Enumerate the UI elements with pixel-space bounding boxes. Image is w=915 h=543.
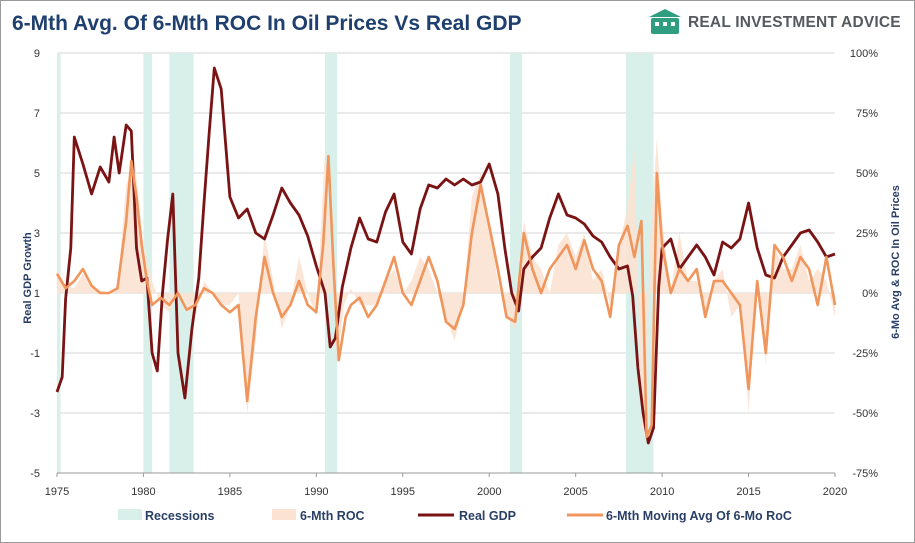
legend-label: 6-Mth Moving Avg Of 6-Mo RoC [606,509,792,523]
axes: 9 7 5 3 1 -1 -3 -5 100% 75% 50% 25% 0% -25% -50% -75% 19… [22,48,902,498]
y2-tick-label: 25% [856,228,878,240]
y-axis-title: Real GDP Growth [22,232,34,324]
legend-swatch [118,509,142,520]
x-tick-label: 2000 [477,486,501,498]
y-tick-label: 3 [34,228,40,240]
recession-band [509,53,523,473]
y2-tick-label: 100% [850,48,878,60]
series-lines [55,66,837,445]
x-tick-label: 2015 [736,486,760,498]
y2-tick-label: -75% [852,468,878,480]
y-tick-label: 1 [34,288,40,300]
x-tick-label: 2010 [650,486,674,498]
y-tick-label: 5 [34,168,40,180]
legend-swatch [272,509,296,520]
legend-label: 6-Mth ROC [300,509,365,523]
y-tick-label: -1 [30,348,40,360]
y-tick-label: 9 [34,48,40,60]
legend: Recessions 6-Mth ROC Real GDP 6-Mth Moving … [118,509,792,523]
recession-band [143,53,153,473]
y-tick-label: -5 [30,468,40,480]
chart-title: 6-Mth Avg. Of 6-Mth ROC In Oil Prices Vs… [12,12,522,35]
y2-tick-label: 50% [856,168,878,180]
real-gdp-line [55,66,836,445]
x-tick-label: 1990 [304,486,328,498]
y2-tick-label: 75% [856,108,878,120]
y2-tick-label: 0% [862,288,878,300]
x-tick-label: 2020 [823,486,847,498]
moving-avg-line [55,154,837,439]
legend-label: Recessions [145,509,215,523]
legend-label: Real GDP [459,509,516,523]
brand-name: REAL INVESTMENT ADVICE [688,14,901,31]
y-tick-label: 7 [34,108,40,120]
x-tick-label: 1980 [131,486,155,498]
recession-band [57,53,61,473]
recession-band [169,53,194,473]
y2-tick-label: -50% [852,408,878,420]
x-tick-label: 1975 [45,486,69,498]
brand-logo: REAL INVESTMENT ADVICE [648,8,908,40]
x-tick-label: 1985 [218,486,242,498]
y2-tick-label: -25% [852,348,878,360]
bank-logo-icon [649,9,681,34]
x-tick-label: 1995 [391,486,415,498]
y-tick-label: -3 [30,408,40,420]
x-tick-label: 2005 [563,486,587,498]
y2-axis-title: 6-Mo Avg & ROC In Oil Prices [890,185,902,339]
